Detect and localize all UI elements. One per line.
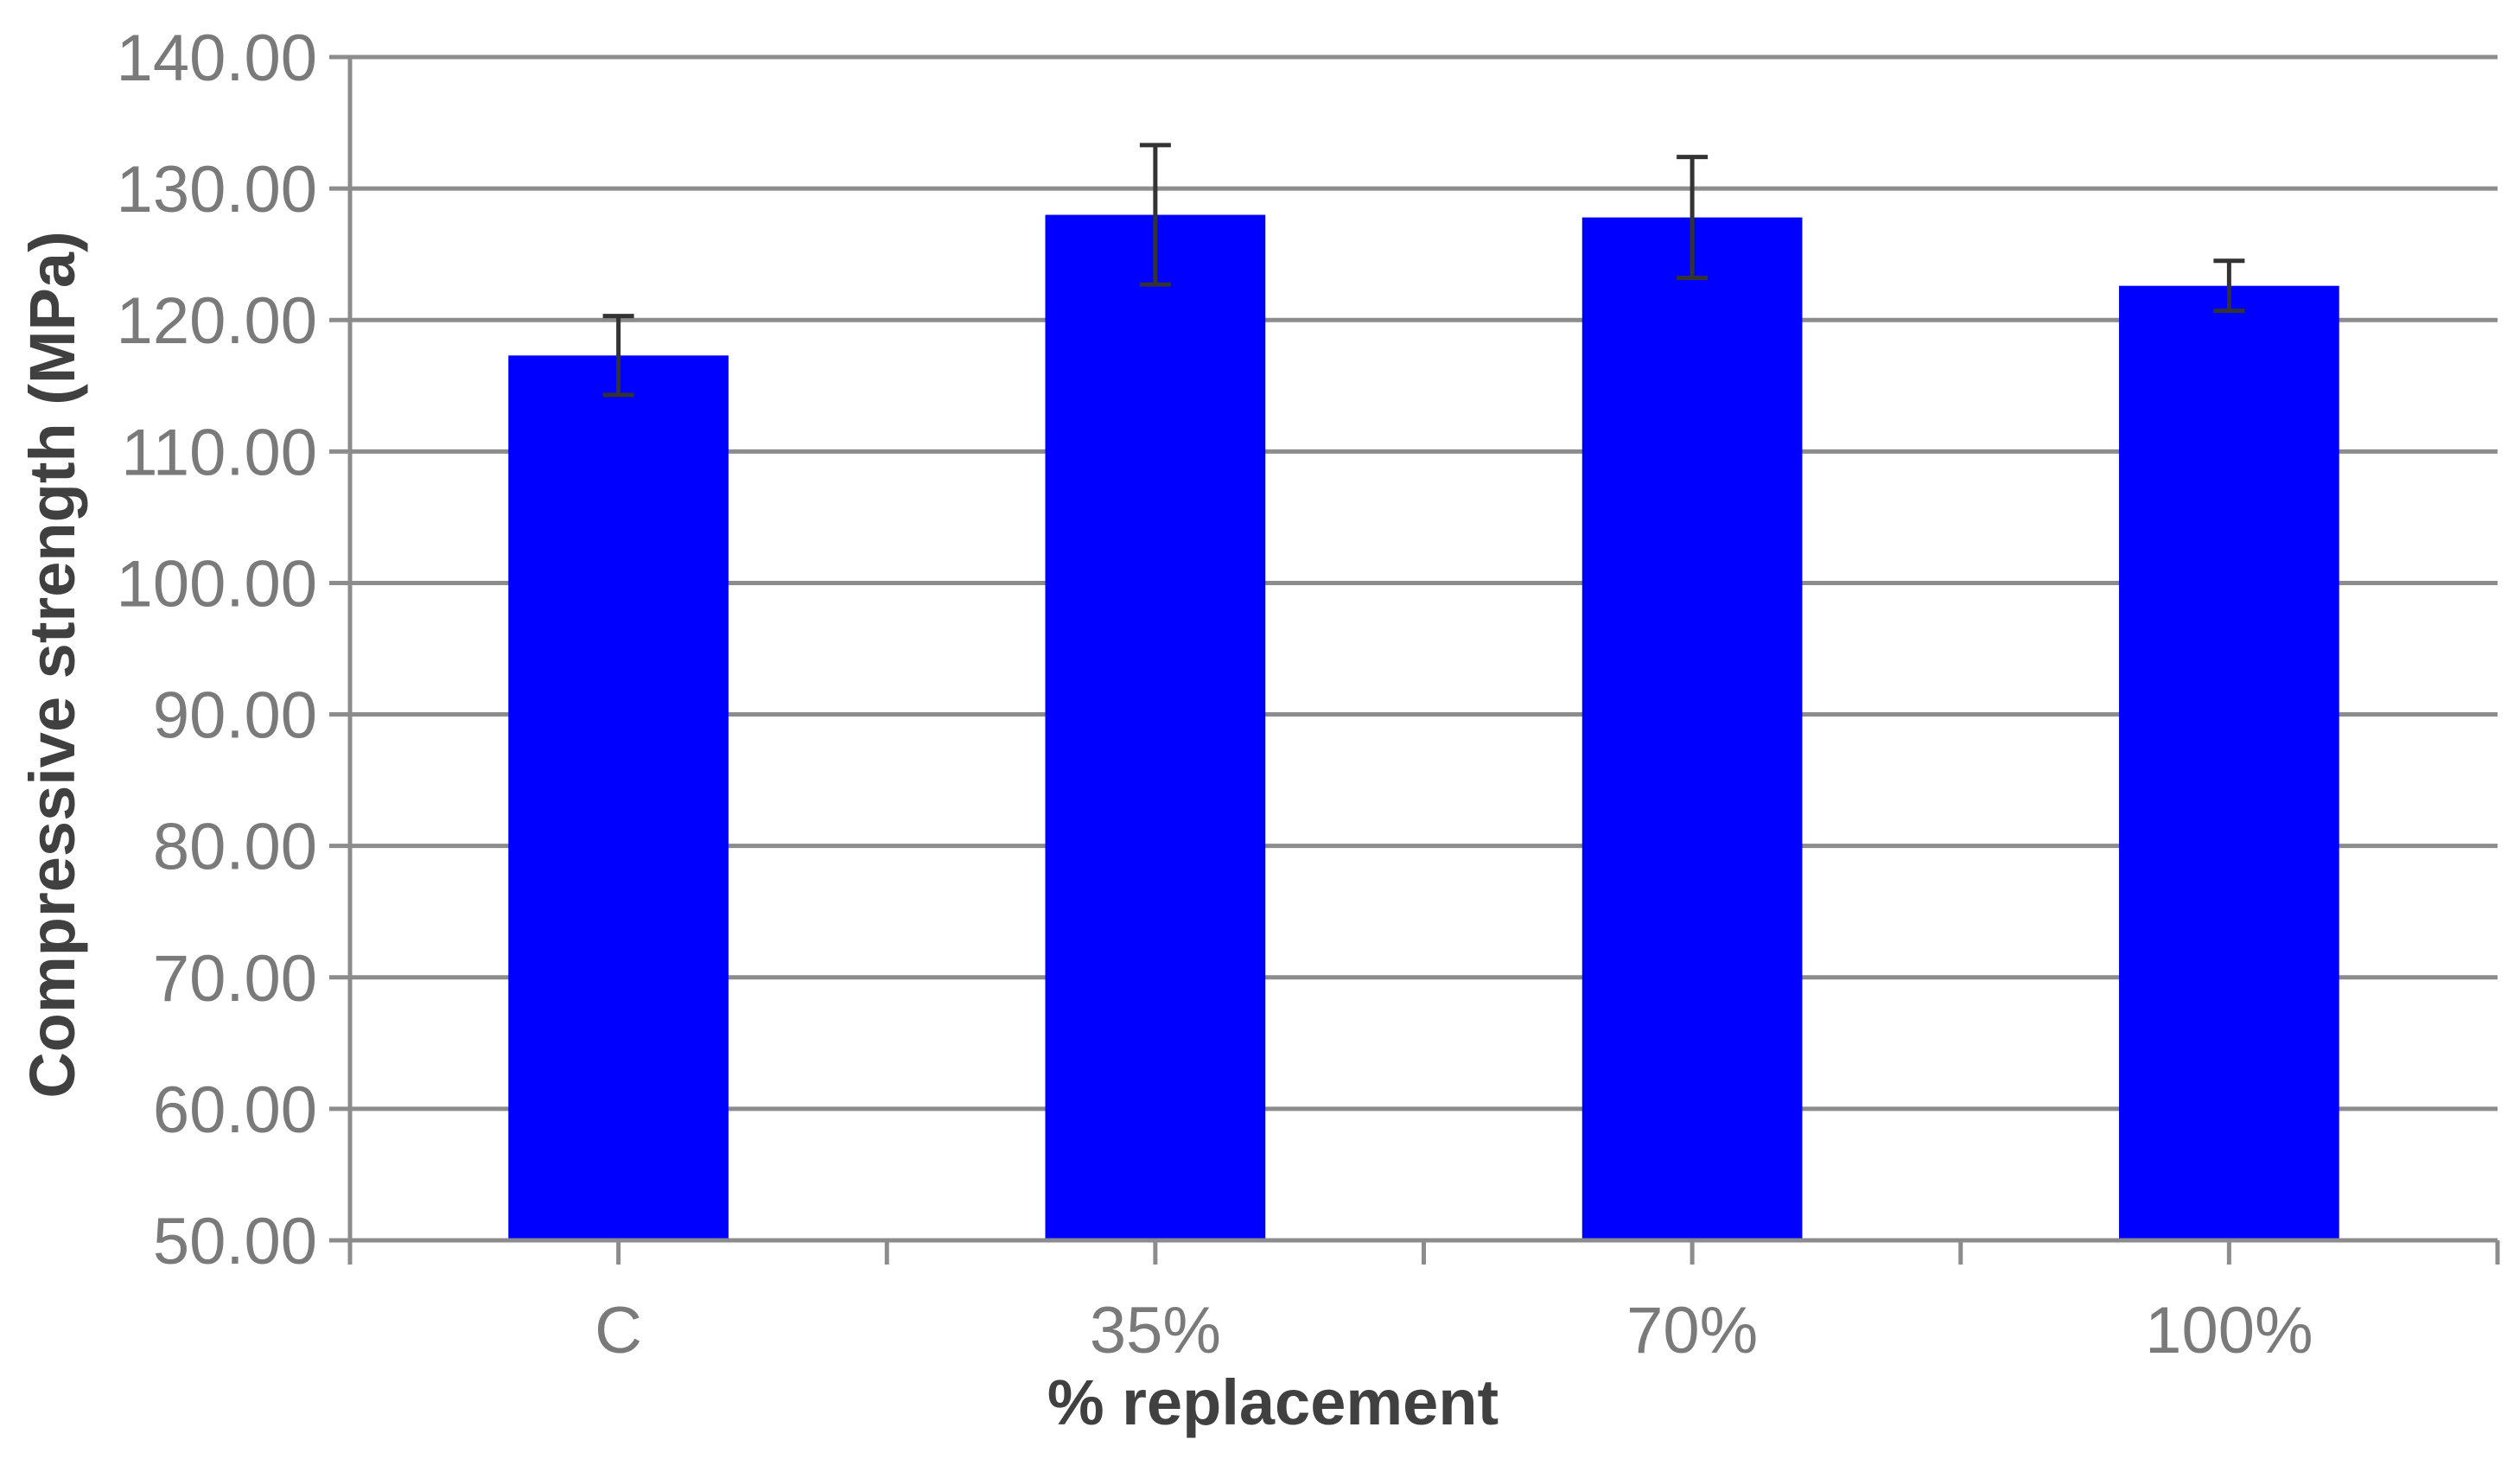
y-tick-label: 90.00 — [153, 679, 317, 753]
error-bars — [602, 143, 2245, 398]
y-tick-label: 140.00 — [117, 22, 317, 95]
error-bar — [1139, 143, 1171, 287]
x-tick-labels: C 35% 70% 100% — [595, 1294, 2313, 1367]
error-bar — [2213, 258, 2245, 314]
bar — [508, 355, 729, 1240]
x-tick-label: 100% — [2145, 1294, 2313, 1367]
error-bar — [1677, 155, 1709, 281]
x-tick-label: 70% — [1626, 1294, 1758, 1367]
bar — [2119, 285, 2339, 1240]
x-tick-label: C — [595, 1294, 642, 1367]
bar — [1045, 214, 1266, 1241]
y-tick-label: 70.00 — [153, 942, 317, 1016]
y-axis-title: Compressive strength (MPa) — [16, 231, 88, 1098]
y-tick-label: 130.00 — [117, 153, 317, 226]
y-tick-label: 100.00 — [117, 547, 317, 621]
bars — [508, 214, 2339, 1241]
y-tick-label: 110.00 — [121, 416, 317, 489]
y-tick-label: 120.00 — [117, 284, 317, 358]
y-tick-label: 60.00 — [153, 1074, 317, 1147]
x-tick-label: 35% — [1090, 1294, 1221, 1367]
axes — [329, 54, 2500, 1265]
y-tick-labels: 50.00 60.00 70.00 80.00 90.00 100.00 110.00 120… — [117, 22, 317, 1278]
y-tick-label: 50.00 — [153, 1205, 317, 1278]
y-tick-label: 80.00 — [153, 811, 317, 884]
bar — [1581, 217, 1803, 1240]
error-bar — [602, 314, 634, 398]
x-axis-title: % replacement — [1047, 1367, 1499, 1438]
